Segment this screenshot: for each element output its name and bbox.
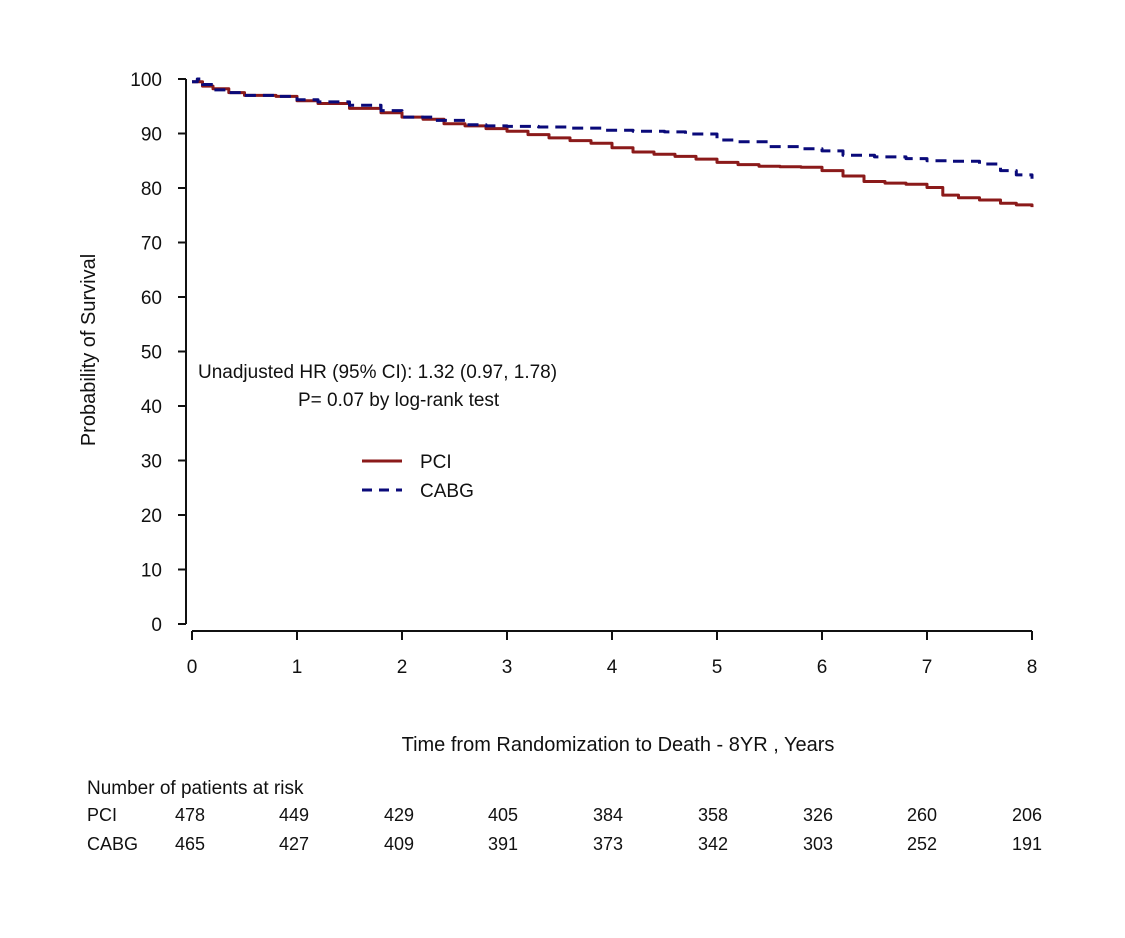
risk-cell: 252 bbox=[906, 834, 938, 854]
risk-cell: 391 bbox=[487, 834, 519, 854]
risk-cell: 478 bbox=[174, 805, 206, 825]
risk-cell: 326 bbox=[802, 805, 834, 825]
risk-table-title: Number of patients at risk bbox=[87, 778, 304, 799]
risk-cell: 260 bbox=[906, 805, 938, 825]
risk-cell: 405 bbox=[487, 805, 519, 825]
risk-cell: 373 bbox=[592, 834, 624, 854]
x-tick-label: 8 bbox=[1027, 657, 1038, 678]
x-tick-label: 7 bbox=[922, 657, 933, 678]
risk-cell: 409 bbox=[383, 834, 415, 854]
risk-cell: 465 bbox=[174, 834, 206, 854]
risk-cell: 303 bbox=[802, 834, 834, 854]
x-axis-title: Time from Randomization to Death - 8YR ,… bbox=[402, 734, 835, 756]
y-tick-label: 90 bbox=[141, 125, 162, 146]
y-tick-label: 80 bbox=[141, 179, 162, 200]
y-tick-label: 40 bbox=[141, 397, 162, 418]
p-value-annotation: P= 0.07 by log-rank test bbox=[298, 390, 500, 411]
risk-row-label-cabg: CABG bbox=[87, 834, 139, 854]
chart-axes: 0 10 20 30 40 50 60 70 80 90 100 0 1 2 3 4 5 6 7 8 bbox=[130, 70, 1037, 678]
series-line-cabg bbox=[192, 77, 1034, 179]
x-tick-label: 4 bbox=[607, 657, 618, 678]
risk-cell: 206 bbox=[1011, 805, 1043, 825]
y-tick-label: 60 bbox=[141, 288, 162, 309]
risk-cell: 191 bbox=[1011, 834, 1043, 854]
x-tick-label: 1 bbox=[292, 657, 303, 678]
risk-cell: 449 bbox=[278, 805, 310, 825]
chart-series bbox=[192, 77, 1034, 208]
risk-cell: 358 bbox=[697, 805, 729, 825]
risk-cell: 384 bbox=[592, 805, 624, 825]
x-tick-label: 0 bbox=[187, 657, 198, 678]
y-tick-label: 10 bbox=[141, 561, 162, 582]
legend-label-pci: PCI bbox=[420, 452, 452, 473]
y-axis-title: Probability of Survival bbox=[78, 254, 100, 446]
x-tick-label: 5 bbox=[712, 657, 723, 678]
y-tick-label: 30 bbox=[141, 452, 162, 473]
chart-legend: PCI CABG bbox=[362, 452, 474, 502]
risk-cell: 429 bbox=[383, 805, 415, 825]
hazard-ratio-annotation: Unadjusted HR (95% CI): 1.32 (0.97, 1.78… bbox=[198, 362, 557, 383]
x-tick-label: 6 bbox=[817, 657, 828, 678]
risk-cell: 427 bbox=[278, 834, 310, 854]
y-tick-label: 0 bbox=[151, 615, 162, 636]
y-tick-label: 20 bbox=[141, 506, 162, 527]
y-tick-label: 100 bbox=[130, 70, 162, 91]
y-tick-label: 50 bbox=[141, 343, 162, 364]
x-tick-label: 2 bbox=[397, 657, 408, 678]
y-tick-label: 70 bbox=[141, 234, 162, 255]
risk-row-label-pci: PCI bbox=[87, 805, 118, 825]
x-tick-label: 3 bbox=[502, 657, 513, 678]
risk-cell: 342 bbox=[697, 834, 729, 854]
legend-label-cabg: CABG bbox=[420, 481, 474, 502]
